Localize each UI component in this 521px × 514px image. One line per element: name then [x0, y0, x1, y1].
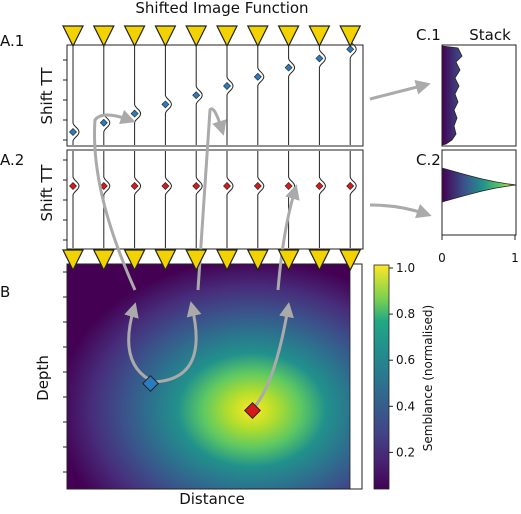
stack-c2-curve [441, 167, 517, 203]
a2-ylabel: Shift TT [38, 164, 56, 222]
trace-line [195, 151, 203, 248]
figure-title: Shifted Image Function [135, 0, 308, 17]
arrow-up-to-a2 [276, 184, 300, 291]
station-triangle-icon [123, 249, 146, 272]
trace-line [226, 46, 234, 145]
trace-line [134, 46, 142, 145]
station-triangle-icon [277, 249, 300, 272]
trace-marker-red [315, 182, 324, 190]
station-triangle-icon [62, 249, 84, 272]
arrow-up-to-a1-left [93, 109, 137, 291]
panel-label-c2: C.2 [416, 151, 441, 169]
trace-marker-red [253, 182, 262, 190]
station-triangle-icon [246, 249, 269, 272]
trace-line [103, 151, 111, 248]
colorbar-label: Semblance (normalised) [421, 305, 435, 451]
trace-line [72, 151, 80, 248]
trace-marker-blue [315, 54, 324, 63]
b-ticks [63, 271, 67, 473]
arrow-a1-to-c1 [369, 79, 431, 101]
station-triangle-icon [246, 25, 269, 48]
trace-line [257, 46, 265, 145]
trace-marker-red [161, 182, 170, 190]
a1-ticks [63, 59, 67, 141]
trace-marker-blue [99, 118, 108, 127]
colorbar-tick-label: 0.8 [396, 307, 415, 321]
blue-source-diamond [142, 375, 159, 392]
trace-line [134, 151, 142, 248]
a2-ticks [63, 159, 67, 241]
station-triangle-icon [339, 249, 362, 272]
heatmap-blank-strip [349, 263, 363, 490]
trace-marker-blue [69, 128, 77, 136]
trace-marker-blue [253, 72, 262, 81]
trace-marker-red [99, 182, 108, 190]
trace-line [226, 151, 234, 248]
station-triangle-icon [216, 25, 238, 48]
c-tick-min: 0 [438, 251, 446, 265]
trace-marker-red [346, 182, 355, 190]
colorbar-tick-label: 0.4 [396, 399, 415, 413]
trace-marker-blue [223, 82, 231, 90]
panel-label-a1: A.1 [0, 32, 24, 50]
station-triangle-icon [216, 249, 238, 272]
arrow-blue-to-right-station [149, 301, 202, 384]
trace-line [349, 151, 357, 248]
trace-marker-blue [346, 45, 355, 54]
trace-line [257, 151, 265, 248]
trace-marker-blue [192, 91, 201, 100]
station-triangle-icon [154, 25, 177, 48]
trace-marker-red [223, 182, 231, 190]
stack-title: Stack [469, 26, 511, 44]
trace-line [164, 46, 172, 145]
trace-marker-blue [161, 100, 170, 109]
panel-a2-frame [66, 149, 364, 250]
station-triangle-icon [185, 25, 208, 48]
colorbar [373, 264, 390, 490]
trace-line [318, 151, 326, 248]
trace-marker-red [130, 182, 139, 190]
station-triangle-icon [308, 249, 331, 272]
b-xlabel: Distance [179, 490, 245, 508]
trace-line [318, 46, 326, 145]
trace-marker-red [69, 182, 77, 190]
station-triangle-icon [308, 25, 331, 48]
trace-marker-blue [284, 63, 293, 72]
arrows [93, 79, 432, 412]
a1-ylabel: Shift TT [38, 67, 56, 125]
stack-c1-curve [441, 45, 463, 146]
station-triangle-icon [92, 25, 115, 48]
colorbar-tick-label: 0.6 [396, 353, 415, 367]
arrow-a2-to-c2 [369, 203, 432, 219]
station-triangle-icon [62, 25, 84, 48]
arrow-red-to-station [250, 302, 294, 412]
panel-label-a2: A.2 [0, 151, 24, 169]
panel-b-frame [66, 263, 363, 490]
station-triangle-icon [185, 249, 208, 272]
station-row-a1 [62, 25, 362, 48]
red-source-diamond [244, 402, 261, 419]
trace-line [195, 46, 203, 145]
trace-line [164, 151, 172, 248]
station-row-b [62, 249, 362, 272]
panel-label-b: B [0, 283, 10, 301]
trace-marker-red [192, 182, 201, 190]
colorbar-tick-label: 0.2 [396, 445, 415, 459]
arrow-up-to-a1-mid [196, 107, 227, 291]
semblance-heatmap [67, 264, 350, 489]
trace-line [288, 46, 296, 145]
trace-line [72, 46, 80, 145]
b-ylabel: Depth [34, 355, 52, 401]
colorbar-ticks: 0.2 0.4 0.6 0.8 1.0 [389, 261, 415, 459]
station-triangle-icon [123, 25, 146, 48]
panel-label-c1: C.1 [416, 26, 441, 44]
arrow-blue-to-left-station [124, 302, 151, 382]
station-triangle-icon [339, 25, 362, 48]
c-tick-max: 1 [511, 251, 519, 265]
station-triangle-icon [92, 249, 115, 272]
colorbar-tick-label: 1.0 [396, 261, 415, 275]
station-triangle-icon [277, 25, 300, 48]
station-triangle-icon [154, 249, 177, 272]
